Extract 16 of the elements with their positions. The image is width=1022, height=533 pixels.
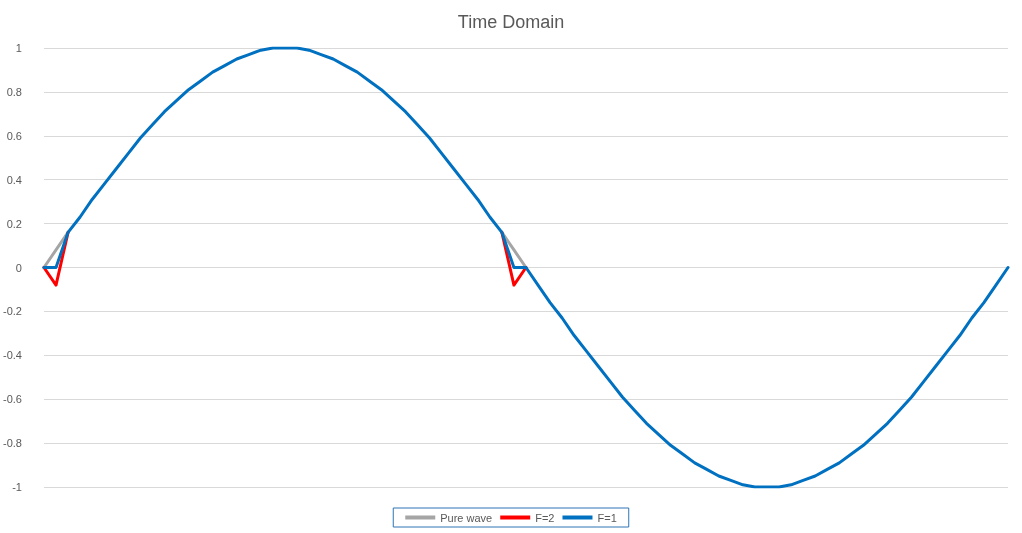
legend-label: Pure wave [440,511,493,524]
y-tick-label: -0.2 [2,305,22,318]
y-tick-label: 0 [15,261,22,274]
y-tick-label: 1 [15,42,22,54]
y-tick-label: 0.4 [6,173,22,186]
line-series [42,46,1010,489]
legend-label: F=1 [597,511,617,524]
y-tick-label: 0.6 [6,129,22,142]
y-tick-label: 0.2 [6,217,22,230]
legend-label: F=2 [535,511,555,524]
y-tick-label: -0.8 [2,437,22,450]
y-tick-label: 0.8 [6,85,22,98]
chart-title: Time Domain [457,12,565,32]
y-tick-label: -0.6 [2,393,22,406]
y-tick-label: -0.4 [2,349,22,362]
y-tick-label: -1 [12,481,22,493]
